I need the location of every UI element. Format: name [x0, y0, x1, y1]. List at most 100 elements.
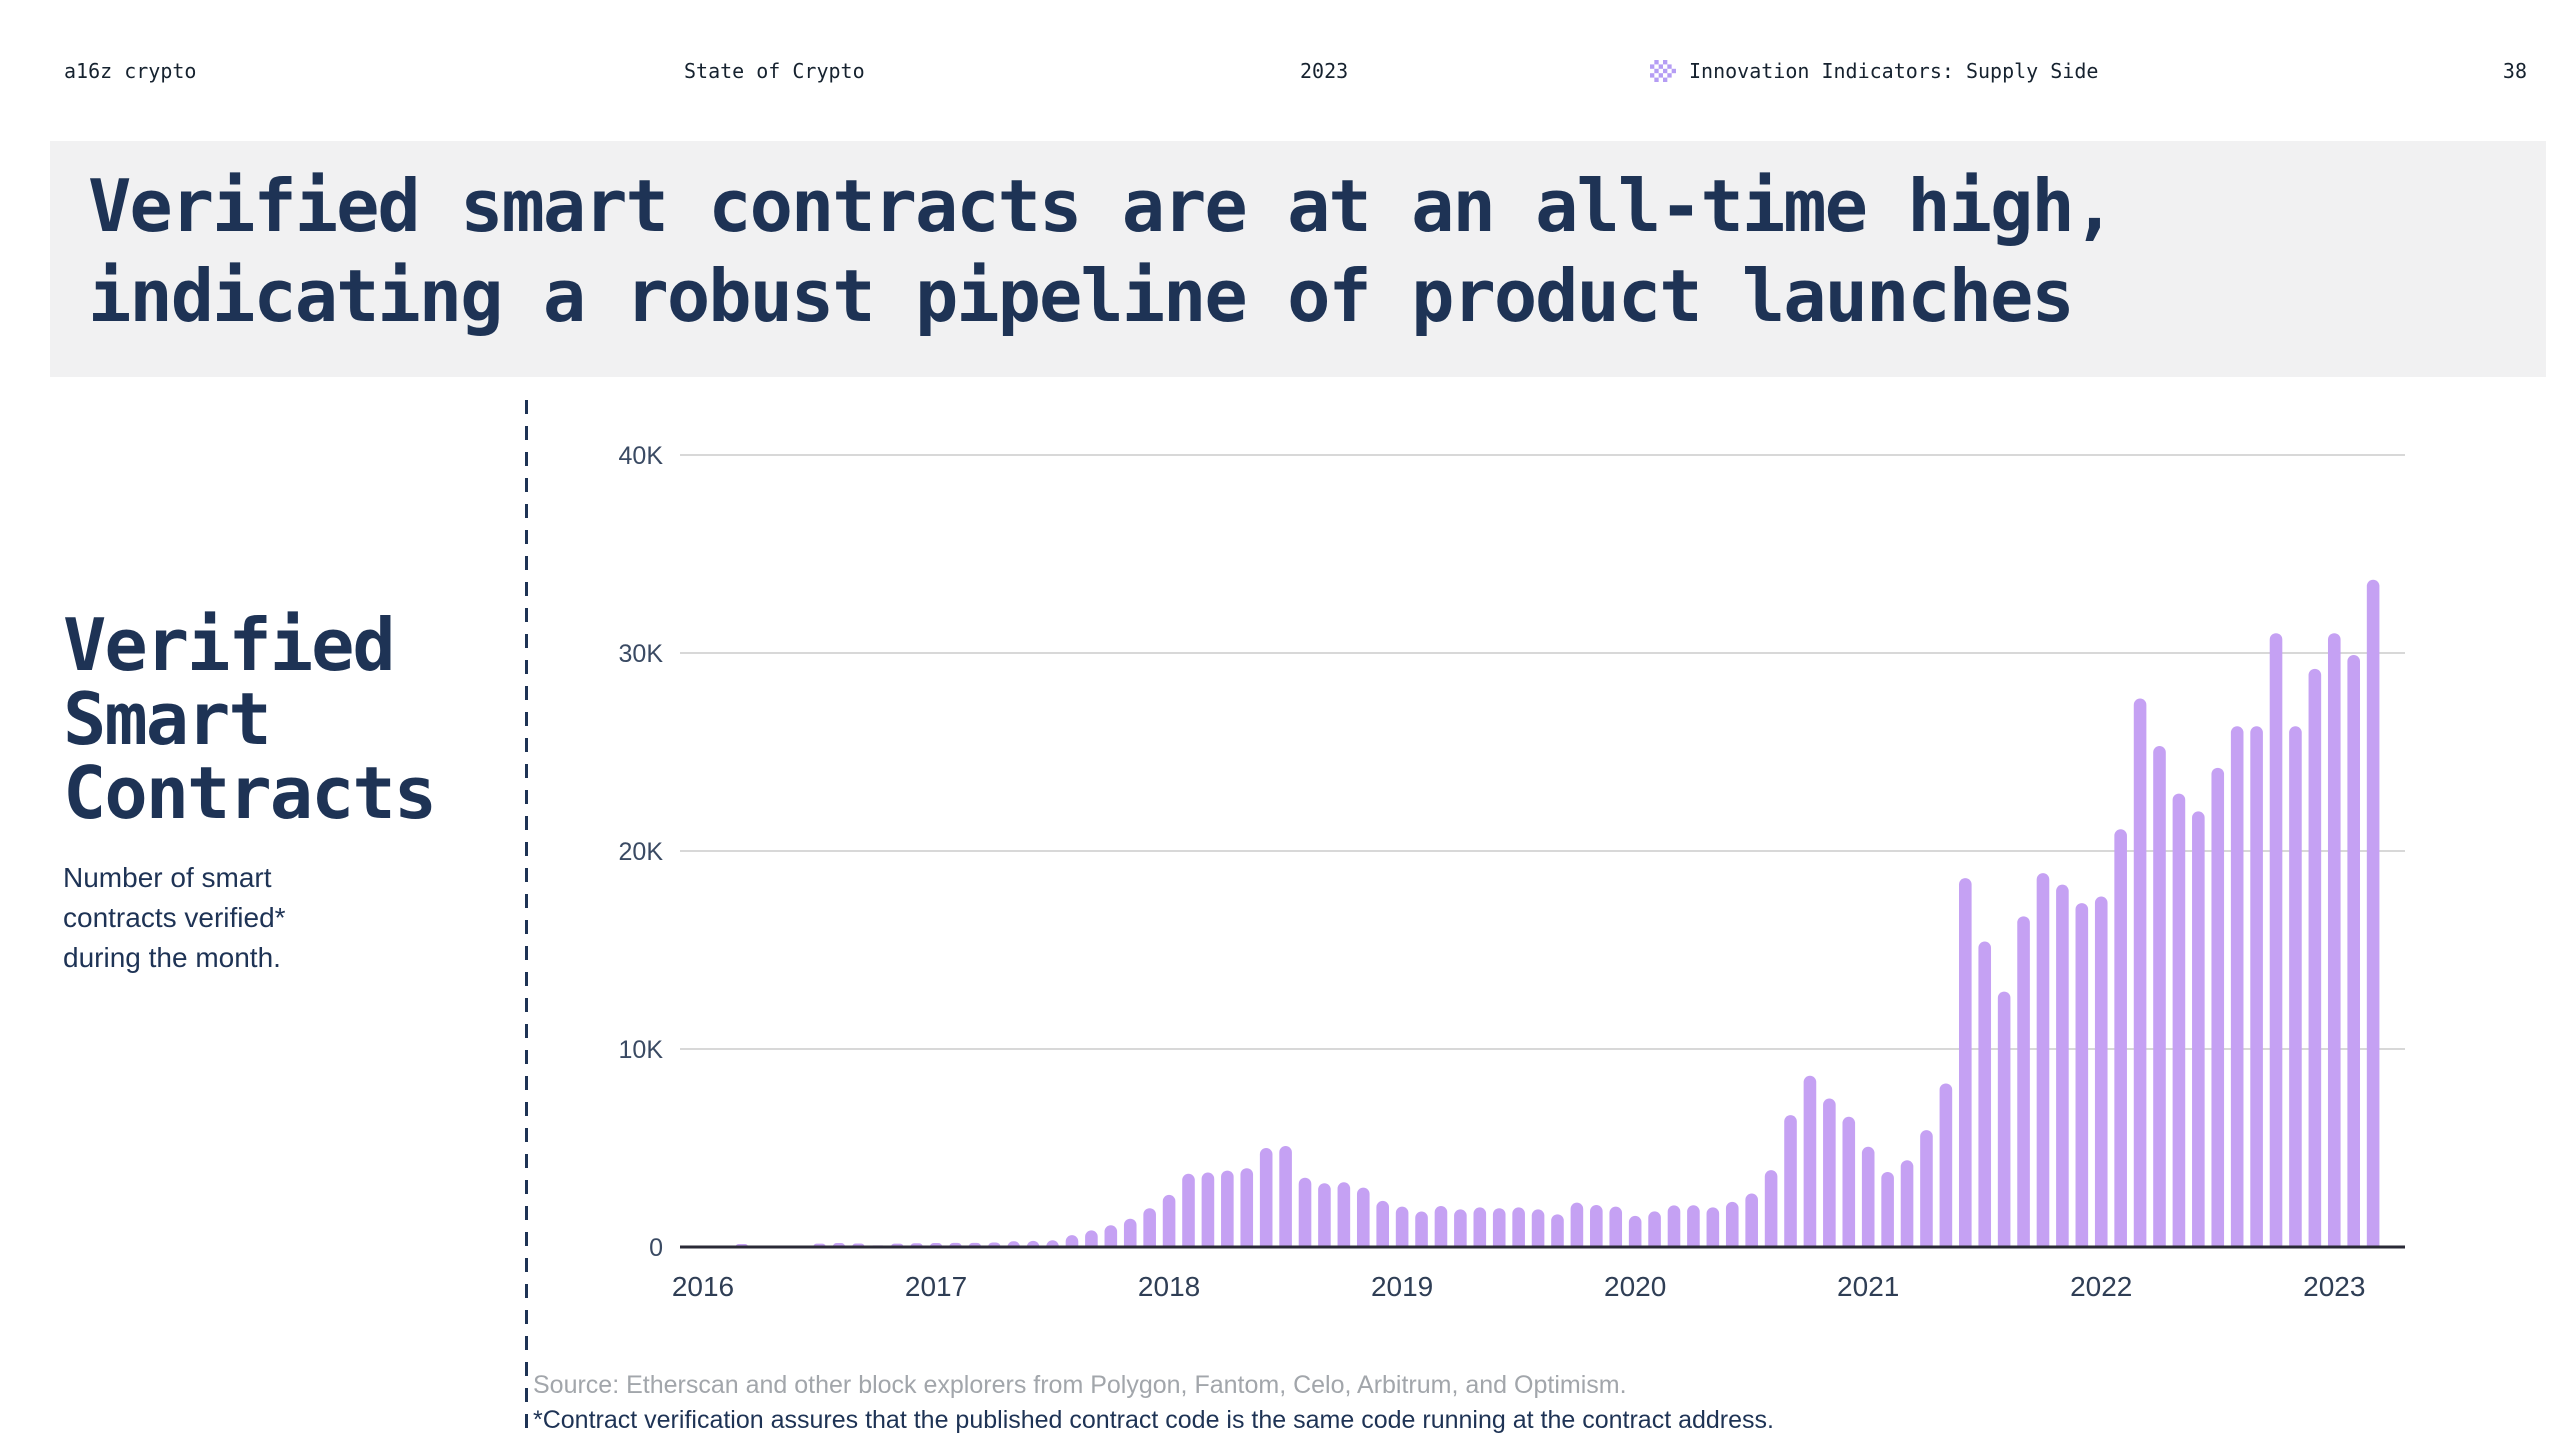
bar-2022-08: [2250, 726, 2263, 1247]
x-axis-tick-2021: 2021: [1837, 1271, 1899, 1302]
slide-title-line1: Verified smart contracts are at an all-t…: [88, 164, 2116, 248]
pixel-checker-icon: [1650, 60, 1676, 82]
bar-2019-05: [1512, 1207, 1525, 1247]
bar-2022-08: [2289, 726, 2302, 1247]
bar-2019-09: [1551, 1214, 1564, 1247]
bar-2018-03: [1201, 1172, 1215, 1247]
section-label: Innovation Indicators: Supply Side: [1650, 58, 2098, 84]
bar-2020-10: [1803, 1075, 1817, 1247]
bar-2019-11: [1590, 1205, 1603, 1247]
bar-2017-06: [1026, 1240, 1040, 1247]
bar-2018-10: [1337, 1182, 1351, 1247]
bar-2020-12: [1842, 1116, 1856, 1247]
x-axis-tick-2022: 2022: [2070, 1271, 2132, 1302]
bar-2023-01: [2327, 633, 2341, 1247]
bar-2021-02: [1881, 1171, 1894, 1247]
section-label-text: Innovation Indicators: Supply Side: [1689, 59, 2099, 83]
x-axis-tick-2020: 2020: [1604, 1271, 1666, 1302]
bar-2017-10: [1104, 1225, 1118, 1247]
x-axis-tick-2023: 2023: [2303, 1271, 2365, 1302]
bar-2020-09: [1784, 1115, 1797, 1247]
bar-2018-08: [1298, 1177, 1312, 1247]
x-axis-tick-2016: 2016: [672, 1271, 734, 1302]
bar-2021-06: [1959, 878, 1972, 1247]
bar-2017-09: [1085, 1230, 1098, 1247]
bar-2019-01: [1395, 1206, 1409, 1247]
bar-2020-05: [1706, 1207, 1720, 1247]
bar-2019-06: [1492, 1208, 1506, 1247]
bar-2018-12: [1376, 1200, 1389, 1247]
bar-2019-05: [1473, 1207, 1487, 1247]
bar-2020-07: [1745, 1193, 1758, 1247]
bar-2017-12: [1143, 1208, 1156, 1247]
bar-2019-03: [1434, 1206, 1448, 1247]
x-axis-tick-2019: 2019: [1371, 1271, 1433, 1302]
bar-2020-02: [1648, 1211, 1661, 1247]
y-axis-tick-40K: 40K: [619, 442, 664, 470]
title-band: Verified smart contracts are at an all-t…: [50, 141, 2546, 377]
bar-2022-01: [2094, 896, 2108, 1247]
bar-2023-03: [2366, 579, 2380, 1247]
y-axis-tick-20K: 20K: [619, 838, 664, 866]
bar-2018-07: [1279, 1146, 1292, 1247]
y-axis-tick-0: 0: [649, 1234, 663, 1262]
bar-2022-07: [2211, 767, 2225, 1247]
chart-description: Number of smart contracts verified* duri…: [63, 862, 286, 973]
bar-2022-12: [2308, 668, 2322, 1247]
bar-2021-12: [2075, 903, 2089, 1247]
bar-2018-04: [1221, 1170, 1234, 1247]
bar-2021-07: [1978, 941, 1992, 1247]
bar-2019-04: [1531, 1209, 1545, 1247]
slide-title-line2: indicating a robust pipeline of product …: [88, 254, 2075, 338]
bar-2017-07: [1046, 1240, 1059, 1247]
footnote: *Contract verification assures that the …: [533, 1406, 1774, 1434]
bar-2018-11: [1356, 1187, 1370, 1247]
bar-2020-01: [1628, 1215, 1642, 1247]
bar-2017-11: [1123, 1218, 1137, 1247]
bar-2021-01: [1861, 1146, 1875, 1247]
bar-2018-06: [1259, 1148, 1273, 1247]
bar-2021-09: [2017, 916, 2030, 1247]
chart-heading: Verified Smart Contracts: [63, 603, 437, 835]
bar-2020-03: [1667, 1205, 1681, 1247]
source-note: Source: Etherscan and other block explor…: [533, 1371, 1627, 1399]
bar-2018-01: [1162, 1194, 1176, 1247]
bar-2022-06: [2192, 811, 2205, 1247]
bar-2021-03: [1900, 1160, 1914, 1247]
dashed-divider-line: [525, 400, 528, 1430]
bar-2022-03: [2133, 698, 2147, 1247]
report-title: State of Crypto: [684, 59, 865, 83]
bar-2020-04: [1687, 1205, 1700, 1247]
y-axis-tick-10K: 10K: [619, 1036, 664, 1064]
bar-2017-08: [1065, 1235, 1079, 1247]
bar-2019-01: [1609, 1206, 1623, 1247]
bar-2022-04: [2153, 746, 2166, 1247]
page-number: 38: [2502, 59, 2527, 83]
y-axis-tick-30K: 30K: [619, 640, 664, 668]
bar-2020-06: [1725, 1201, 1739, 1247]
bar-2023-02: [2347, 654, 2360, 1247]
bar-2020-08: [1764, 1170, 1778, 1247]
x-axis-tick-2017: 2017: [905, 1271, 967, 1302]
bar-2019-10: [1570, 1202, 1584, 1247]
bar-2020-11: [1823, 1098, 1836, 1247]
bar-2022-08: [2230, 726, 2244, 1247]
bar-2019-04: [1454, 1209, 1467, 1247]
bar-2021-05: [1939, 1083, 1953, 1247]
bar-2018-02: [1182, 1173, 1195, 1247]
bar-2022-10: [2269, 633, 2283, 1247]
bar-2021-10: [2036, 873, 2050, 1247]
bar-2022-05: [2172, 793, 2186, 1247]
bar-2018-05: [1240, 1168, 1254, 1247]
bar-2018-09: [1318, 1183, 1331, 1247]
bar-2021-08: [1997, 991, 2011, 1247]
verified-smart-contracts-bar-chart: 0 10K 20K 30K 40K 2016 2017 2018 2019 2020 2021 202…: [619, 442, 2405, 1302]
bar-2021-11: [2056, 884, 2069, 1247]
bar-2021-04: [1920, 1130, 1933, 1247]
slide-title: Verified smart contracts are at an all-t…: [88, 161, 2116, 341]
brand-logo-text: a16z crypto: [64, 59, 197, 83]
bar-2019-02: [1415, 1211, 1428, 1247]
bar-2022-02: [2114, 829, 2127, 1247]
footer: Source: Etherscan and other block explor…: [533, 1368, 1774, 1438]
report-year: 2023: [1300, 59, 1349, 83]
